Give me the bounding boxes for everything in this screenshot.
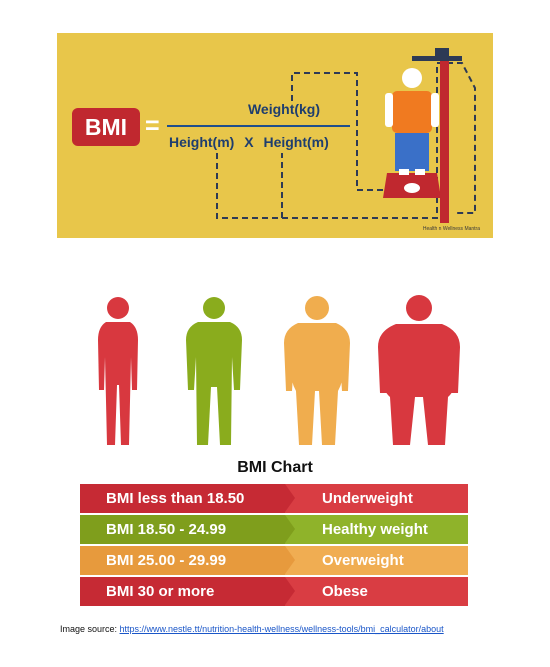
bmi-badge: BMI [72,108,140,146]
image-credit: Health n Wellness Mantra [422,226,480,232]
scale-illustration [216,48,476,223]
bmi-category-cell: Underweight [285,484,468,513]
formula-numerator: Weight(kg) [247,101,321,117]
multiply-sign: X [244,134,254,150]
bmi-formula-banner: BMI = Weight(kg) Height(m) X Height(m) H… [57,33,493,238]
row-arrow [285,546,295,574]
bmi-range-label: BMI less than 18.50 [106,490,245,507]
bmi-category-label: Overweight [322,552,404,569]
bmi-row-overweight: BMI 25.00 - 29.99 Overweight [80,546,468,575]
bmi-category-cell: Healthy weight [285,515,468,544]
denominator-height-left: Height(m) [169,134,235,150]
row-arrow [285,577,295,605]
bmi-row-healthy: BMI 18.50 - 24.99 Healthy weight [80,515,468,544]
bmi-range-label: BMI 18.50 - 24.99 [106,521,227,538]
source-prefix: Image source: [60,624,120,634]
bmi-category-cell: Overweight [285,546,468,575]
underweight-silhouette [98,297,138,445]
row-arrow [285,515,295,543]
bmi-range-cell: BMI 30 or more [80,577,295,606]
bmi-chart-title: BMI Chart [237,459,313,476]
obese-silhouette [378,295,460,445]
bmi-category-cell: Obese [285,577,468,606]
body-silhouettes [98,295,460,445]
bmi-row-obese: BMI 30 or more Obese [80,577,468,606]
healthy-weight-silhouette [186,297,242,445]
bmi-range-cell: BMI 18.50 - 24.99 [80,515,295,544]
bmi-category-label: Obese [322,583,368,600]
bmi-row-underweight: BMI less than 18.50 Underweight [80,484,468,513]
bmi-category-label: Underweight [322,490,413,507]
overweight-silhouette [284,296,350,445]
source-link[interactable]: https://www.nestle.tt/nutrition-health-w… [119,624,444,634]
bmi-range-label: BMI 25.00 - 29.99 [106,552,227,569]
equals-sign: = [145,112,160,140]
fraction-line [167,125,350,127]
bmi-range-cell: BMI 25.00 - 29.99 [80,546,295,575]
bmi-range-cell: BMI less than 18.50 [80,484,295,513]
bmi-range-label: BMI 30 or more [106,583,215,600]
bmi-chart-rows: BMI less than 18.50 Underweight BMI 18.5… [80,484,468,608]
row-arrow [285,484,295,512]
bmi-category-label: Healthy weight [322,521,428,538]
formula-denominator: Height(m) X Height(m) [169,134,349,150]
image-source-caption: Image source: https://www.nestle.tt/nutr… [60,624,444,634]
denominator-height-right: Height(m) [263,134,329,150]
